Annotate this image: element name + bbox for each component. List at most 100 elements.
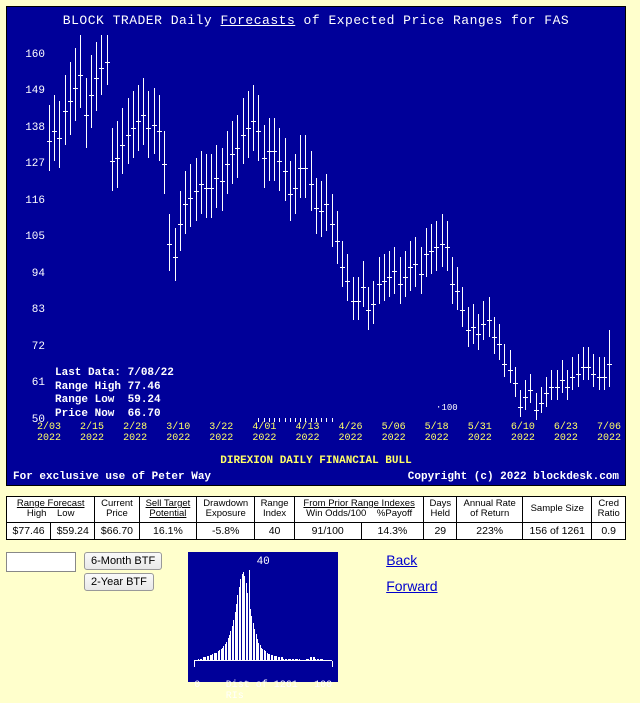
price-now-tick [607,364,612,365]
price-now-tick [361,287,366,288]
price-now-tick [502,364,507,365]
range-bar [405,251,406,297]
price-now-tick [377,284,382,285]
price-now-tick [492,337,497,338]
price-now-tick [440,244,445,245]
price-now-tick [293,188,298,189]
forward-link[interactable]: Forward [386,578,437,594]
range-bar [609,330,610,386]
baseline-tick [274,418,275,422]
x-tick-label: 3/10 2022 [166,422,190,444]
price-now-tick [94,78,99,79]
price-now-tick [424,254,429,255]
range-bar [112,128,113,191]
back-link[interactable]: Back [386,552,437,568]
price-now-tick [434,247,439,248]
range-bar [478,314,479,351]
range-bar [279,128,280,191]
range-bar [442,214,443,267]
range-bar [253,85,254,151]
ticker-input[interactable] [6,552,76,572]
hdr-cred-ratio: Cred Ratio [592,497,626,523]
range-bar [258,95,259,161]
price-now-tick [57,138,62,139]
price-now-tick [115,158,120,159]
histogram-xmin: 0 [194,680,200,691]
price-now-tick [460,310,465,311]
price-now-tick [241,135,246,136]
price-now-tick [445,247,450,248]
price-now-tick [481,324,486,325]
range-bar [159,95,160,161]
price-now-tick [518,407,523,408]
hdr-range-index: Range Index [255,497,295,523]
price-now-tick [68,101,73,102]
range-bar [572,357,573,390]
range-bar [546,377,547,407]
price-now-tick [256,131,261,132]
range-bar [96,42,97,112]
range-bar [394,247,395,293]
price-now-tick [188,198,193,199]
histogram-area [194,572,332,660]
price-now-tick [602,377,607,378]
range-bar [510,350,511,383]
range-bar [269,118,270,181]
baseline-tick [285,418,286,422]
price-now-tick [78,75,83,76]
range-bar [389,251,390,297]
nav-links: Back Forward [386,552,437,604]
plot-area: 50617283941051161271381491602/03 20222/1… [49,35,609,420]
range-bar [379,257,380,303]
range-bar [499,324,500,361]
range-bar [483,301,484,341]
range-bar [368,287,369,330]
six-month-btf-button[interactable]: 6-Month BTF [84,552,162,570]
hist-end-tick [332,661,333,667]
range-bar [384,254,385,300]
range-bar [216,145,217,208]
price-now-tick [230,154,235,155]
range-bar [353,277,354,320]
range-bar [347,254,348,300]
hdr-annual-rate: Annual Rate of Return [457,497,523,523]
controls-row: 6-Month BTF 2-Year BTF 40 0 Dist of 1261… [6,552,634,682]
val-days-held: 29 [424,522,457,539]
timeframe-buttons: 6-Month BTF 2-Year BTF [84,552,162,594]
price-now-tick [225,164,230,165]
range-bar [583,347,584,380]
x-tick-label: 4/01 2022 [252,422,276,444]
hist-end-tick [194,661,195,667]
price-range-chart: BLOCK TRADER Daily Forecasts of Expected… [6,6,626,486]
price-now-tick [47,141,52,142]
range-bar [232,121,233,184]
price-now-tick [146,128,151,129]
price-now-tick [466,330,471,331]
range-bar [107,35,108,85]
chart-subtitle: DIREXION DAILY FINANCIAL BULL [7,455,625,467]
range-bar [122,108,123,174]
price-now-tick [141,115,146,116]
range-bar [593,354,594,387]
two-year-btf-button[interactable]: 2-Year BTF [84,573,154,591]
price-now-tick [528,390,533,391]
price-now-tick [84,115,89,116]
y-tick-label: 72 [32,341,45,353]
price-now-tick [136,121,141,122]
baseline-tick [264,418,265,422]
range-bar [400,257,401,303]
range-bar [248,91,249,157]
price-now-tick [419,274,424,275]
price-now-tick [162,164,167,165]
price-now-tick [487,320,492,321]
price-now-tick [356,301,361,302]
hist-current-marker [249,570,250,660]
range-bar [274,118,275,181]
val-cred-ratio: 0.9 [592,522,626,539]
range-bar [148,91,149,157]
price-now-tick [555,387,560,388]
baseline-tick [300,418,301,422]
range-bar [305,135,306,198]
price-now-tick [345,281,350,282]
price-now-tick [476,334,481,335]
